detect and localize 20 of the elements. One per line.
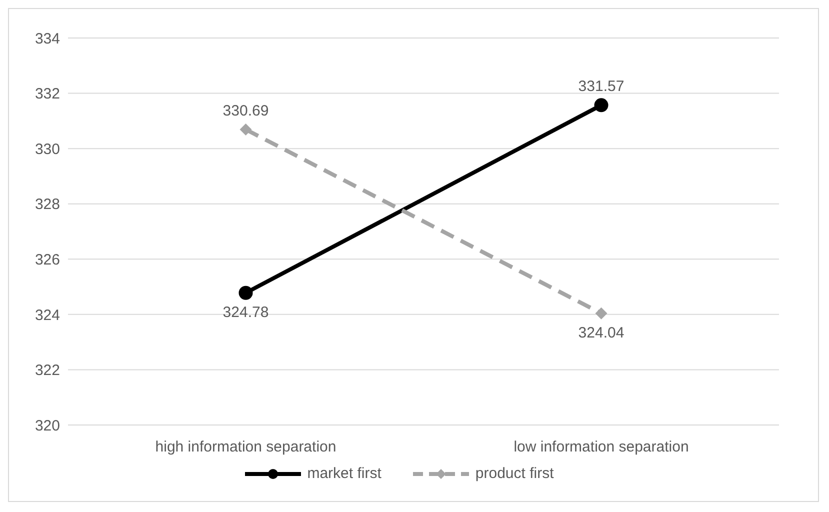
data-label: 331.57 xyxy=(578,78,624,96)
point xyxy=(594,98,608,112)
data-label: 324.78 xyxy=(222,304,269,321)
x-tick-label: low information separation xyxy=(514,438,689,456)
y-tick-label: 334 xyxy=(34,30,60,48)
legend-label: market first xyxy=(307,465,382,482)
y-tick-label: 324 xyxy=(34,306,60,324)
y-tick-label: 322 xyxy=(34,362,60,380)
y-tick-label: 328 xyxy=(34,196,60,214)
y-tick-label: 332 xyxy=(34,86,60,103)
y-tick-label: 326 xyxy=(34,251,60,268)
x-tick-label: high information separation xyxy=(155,438,336,456)
point xyxy=(240,124,252,136)
data-label: 330.69 xyxy=(222,102,269,120)
data-label: 324.04 xyxy=(578,324,624,342)
point xyxy=(238,286,253,300)
y-tick-label: 330 xyxy=(34,140,60,158)
legend-label: product first xyxy=(475,465,554,482)
y-tick-label: 320 xyxy=(34,417,60,434)
point xyxy=(595,307,608,320)
